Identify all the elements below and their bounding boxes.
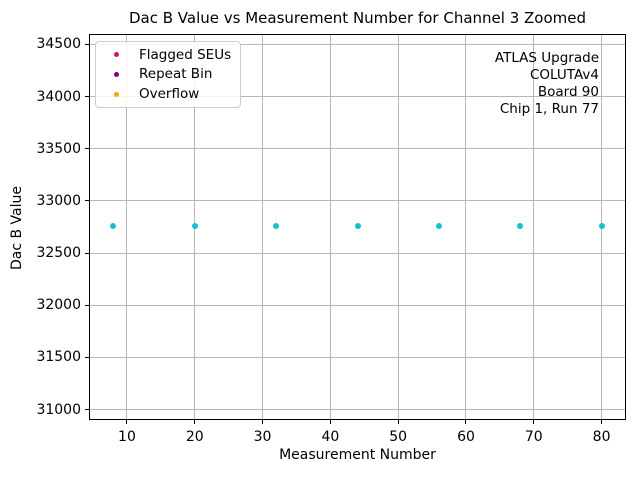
flagged-seus-marker-icon — [114, 52, 119, 58]
data-point — [191, 222, 198, 229]
x-tick-mark — [397, 420, 399, 424]
x-gridline — [397, 35, 399, 419]
x-gridline — [533, 35, 535, 419]
y-tick-mark — [85, 96, 89, 98]
legend-label: Flagged SEUs — [139, 46, 232, 63]
x-axis-label: Measurement Number — [279, 447, 436, 463]
y-tick-label: 34000 — [36, 88, 81, 105]
y-gridline — [90, 96, 625, 98]
x-gridline — [126, 35, 128, 419]
x-tick-label: 60 — [457, 429, 475, 445]
y-tick-label: 33000 — [36, 192, 81, 209]
y-gridline — [90, 200, 625, 202]
data-point — [110, 222, 117, 229]
data-point — [598, 222, 605, 229]
x-tick-mark — [601, 420, 603, 424]
x-tick-mark — [533, 420, 535, 424]
x-tick-label: 10 — [118, 429, 136, 445]
data-point — [435, 222, 442, 229]
y-tick-label: 31500 — [36, 349, 81, 366]
y-gridline — [90, 148, 625, 150]
y-tick-label: 33500 — [36, 140, 81, 157]
x-tick-label: 30 — [253, 429, 272, 445]
legend-label: Repeat Bin — [139, 66, 213, 83]
legend-label: Overflow — [139, 86, 200, 103]
y-gridline — [90, 304, 625, 306]
x-gridline — [329, 35, 331, 419]
repeat-bin-marker-icon — [114, 71, 119, 77]
x-tick-label: 80 — [592, 429, 611, 445]
annotation-block: ATLAS Upgrade COLUTAv4 Board 90 Chip 1, … — [495, 50, 599, 118]
annotation-line: Chip 1, Run 77 — [499, 101, 599, 117]
x-tick-label: 50 — [389, 429, 408, 445]
chart-title: Dac B Value vs Measurement Number for Ch… — [128, 9, 587, 27]
y-tick-mark — [85, 304, 89, 306]
x-tick-mark — [262, 420, 264, 424]
y-tick-mark — [85, 252, 89, 254]
x-gridline — [262, 35, 264, 419]
legend-entry-flagged-seus: Flagged SEUs — [96, 47, 240, 63]
overflow-marker-icon — [114, 91, 119, 97]
x-tick-mark — [329, 420, 331, 424]
y-tick-label: 34500 — [36, 36, 81, 53]
y-tick-label: 31000 — [36, 401, 81, 418]
data-point — [354, 222, 361, 229]
x-tick-label: 40 — [321, 429, 340, 445]
x-tick-label: 20 — [185, 429, 204, 445]
y-tick-mark — [85, 409, 89, 411]
y-tick-mark — [85, 43, 89, 45]
y-gridline — [90, 356, 625, 358]
x-tick-label: 70 — [524, 429, 543, 445]
legend-entry-overflow: Overflow — [96, 86, 240, 102]
y-gridline — [90, 252, 625, 254]
x-tick-mark — [194, 420, 196, 424]
x-gridline — [465, 35, 467, 419]
annotation-line: ATLAS Upgrade — [494, 50, 599, 66]
y-tick-label: 32000 — [36, 297, 81, 314]
y-gridline — [90, 409, 625, 411]
annotation-line: COLUTAv4 — [529, 67, 599, 83]
data-point — [517, 222, 524, 229]
y-tick-mark — [85, 200, 89, 202]
data-point — [273, 222, 280, 229]
legend: Flagged SEUs Repeat Bin Overflow — [95, 41, 241, 108]
y-tick-mark — [85, 356, 89, 358]
y-gridline — [90, 43, 625, 45]
x-tick-mark — [465, 420, 467, 424]
x-tick-mark — [126, 420, 128, 424]
y-tick-mark — [85, 148, 89, 150]
annotation-line: Board 90 — [537, 84, 599, 100]
legend-entry-repeat-bin: Repeat Bin — [96, 66, 240, 82]
y-tick-label: 32500 — [36, 245, 81, 262]
